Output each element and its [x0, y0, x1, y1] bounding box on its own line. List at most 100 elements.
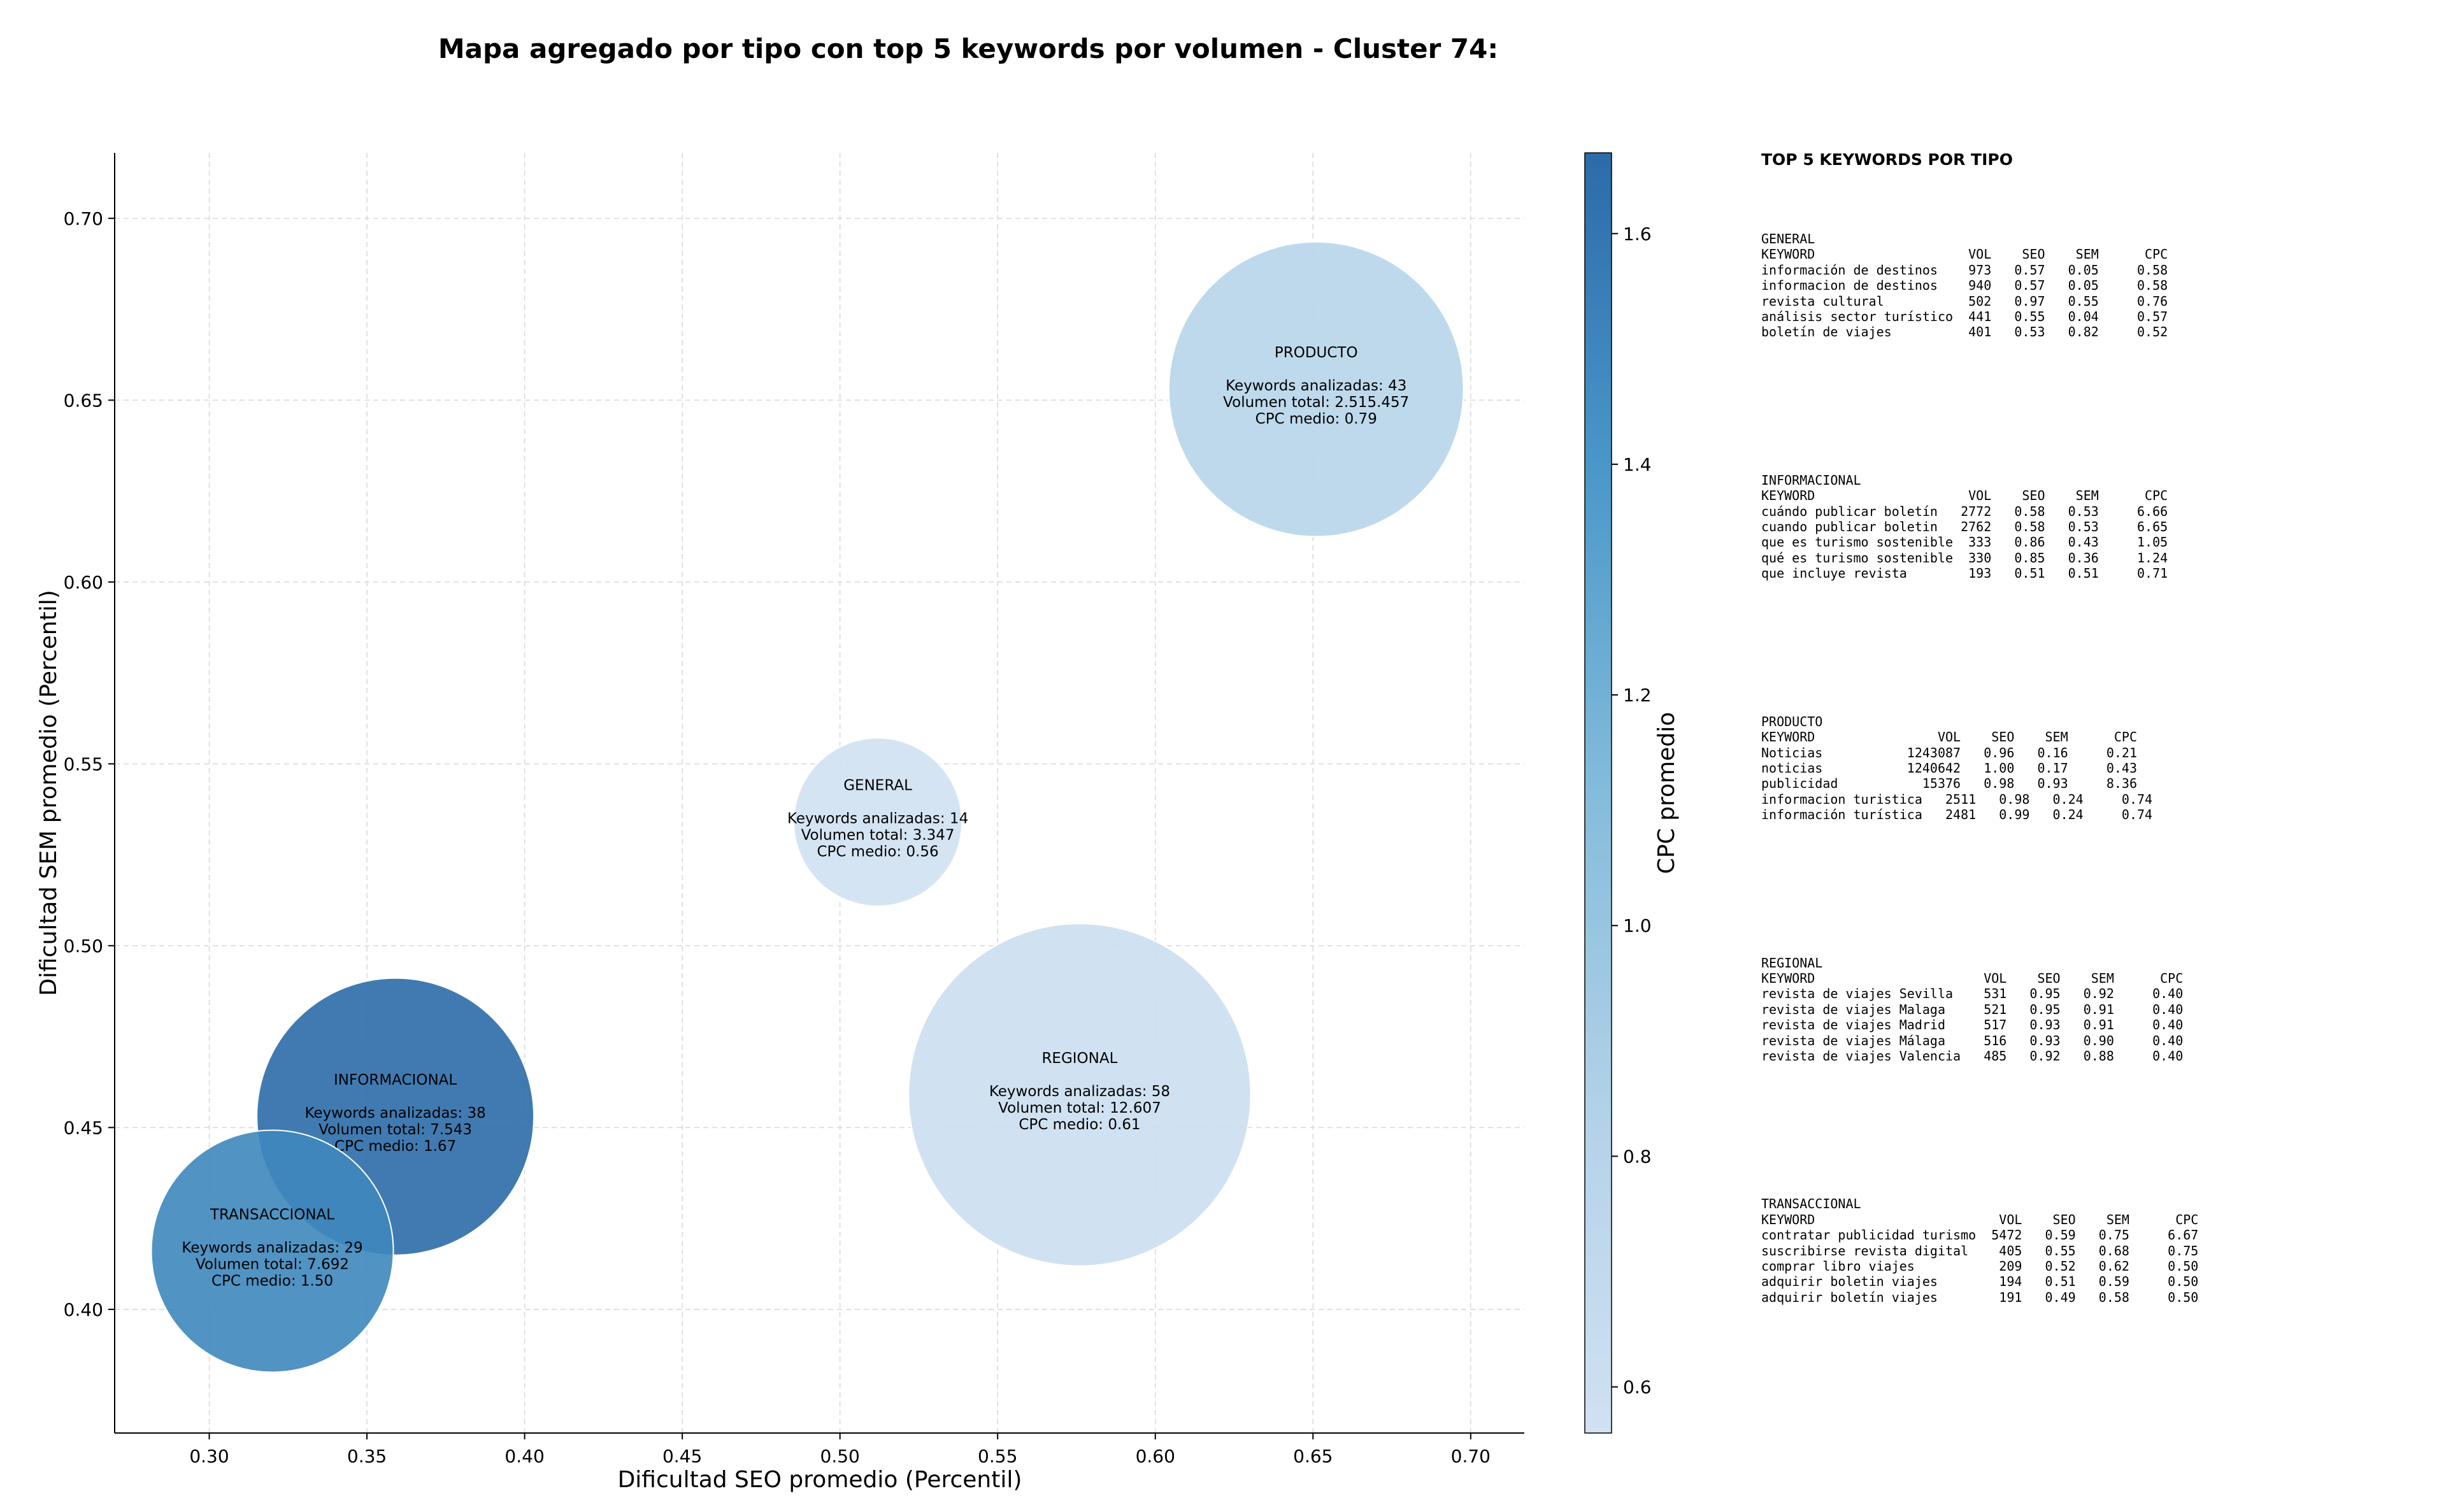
bubble-type-label: PRODUCTO — [1275, 345, 1358, 361]
y-tick-label: 0.60 — [64, 572, 103, 593]
keyword-block-type: GENERAL — [1761, 231, 1815, 246]
y-axis-label: Dificultad SEM promedio (Percentil) — [36, 590, 62, 996]
bubble-cpc-label: CPC medio: 1.67 — [334, 1138, 456, 1155]
keyword-table-row: revista de viajes Malaga 521 0.95 0.91 0… — [1761, 1001, 2184, 1017]
keyword-table-row: revista de viajes Sevilla 531 0.95 0.92 … — [1761, 986, 2184, 1002]
colorbar-tick-label: 0.8 — [1623, 1146, 1652, 1167]
keyword-blocks: GENERAL KEYWORD VOL SEO SEM CPC informació… — [1761, 231, 2436, 1305]
colorbar-label: CPC promedio — [1654, 712, 1680, 874]
bubble-cpc-label: CPC medio: 0.61 — [1019, 1116, 1140, 1133]
keyword-table-row: Noticias 1243087 0.96 0.16 0.21 — [1761, 745, 2138, 760]
keyword-table-header: KEYWORD VOL SEO SEM CPC — [1761, 729, 2138, 745]
keyword-table-row: análisis sector turístico 441 0.55 0.04 … — [1761, 309, 2168, 325]
chart-title: Mapa agregado por tipo con top 5 keyword… — [438, 33, 1499, 64]
x-tick-label: 0.65 — [1293, 1446, 1333, 1467]
bubble-transaccional: TRANSACCIONAL Keywords analizadas: 29Volu… — [150, 1129, 394, 1373]
colorbar: 0.6 0.8 1.0 1.2 1.4 1.6 CPC promedio — [1584, 152, 1680, 1434]
x-tick-label: 0.55 — [978, 1446, 1017, 1467]
y-tick-label: 0.45 — [64, 1117, 103, 1138]
bubble-keywords-label: Keywords analizadas: 14 — [787, 811, 968, 827]
x-tick-label: 0.40 — [504, 1446, 544, 1467]
y-tick-label: 0.70 — [64, 208, 103, 229]
x-tick-label: 0.50 — [820, 1446, 860, 1467]
x-tick-label: 0.30 — [189, 1446, 229, 1467]
keyword-table-header: KEYWORD VOL SEO SEM CPC — [1761, 488, 2168, 504]
keyword-block-transaccional: TRANSACCIONAL KEYWORD VOL SEO SEM CPC cont… — [1761, 1196, 2436, 1305]
y-tick-label: 0.50 — [64, 936, 103, 957]
keyword-table-row: que es turismo sostenible 333 0.86 0.43 … — [1761, 534, 2168, 550]
colorbar-tick-label: 1.0 — [1623, 915, 1652, 936]
bubble-circle — [908, 923, 1252, 1267]
bubble-volume-label: Volumen total: 2.515.457 — [1223, 394, 1409, 411]
keyword-table-row: adquirir boletín viajes 191 0.49 0.58 0.… — [1761, 1289, 2199, 1305]
top-keywords-panel: TOP 5 KEYWORDS POR TIPO GENERAL KEYWORD V… — [1761, 150, 2436, 1437]
keyword-table-row: cuando publicar boletin 2762 0.58 0.53 6… — [1761, 519, 2168, 535]
x-tick-label: 0.45 — [662, 1446, 702, 1467]
colorbar-tick-label: 0.6 — [1623, 1377, 1652, 1398]
keyword-table-row: revista de viajes Valencia 485 0.92 0.88… — [1761, 1048, 2184, 1064]
keyword-table-row: revista de viajes Málaga 516 0.93 0.90 0… — [1761, 1032, 2184, 1048]
keyword-block-type: REGIONAL — [1761, 955, 1823, 971]
keyword-block-general: GENERAL KEYWORD VOL SEO SEM CPC informació… — [1761, 231, 2436, 340]
bubble-keywords-label: Keywords analizadas: 43 — [1226, 378, 1406, 394]
x-tick-label: 0.70 — [1451, 1446, 1491, 1467]
y-tick-label: 0.65 — [64, 390, 103, 411]
bubble-circle — [1168, 241, 1464, 538]
x-axis-label: Dificultad SEO promedio (Percentil) — [618, 1467, 1022, 1493]
ticks: 0.30 0.35 0.40 0.45 0.50 0.55 0.60 0.65 0.70 0.40… — [64, 208, 1491, 1467]
keyword-table-header: KEYWORD VOL SEO SEM CPC — [1761, 970, 2184, 986]
y-tick-label: 0.55 — [64, 753, 103, 774]
bubble-keywords-label: Keywords analizadas: 38 — [304, 1105, 485, 1122]
keyword-table-row: informacion de destinos 940 0.57 0.05 0.… — [1761, 278, 2168, 294]
keyword-block-producto: PRODUCTO KEYWORD VOL SEO SEM CPC Noticias … — [1761, 714, 2436, 823]
keyword-block-regional: REGIONAL KEYWORD VOL SEO SEM CPC revista d… — [1761, 955, 2436, 1064]
keyword-table-header: KEYWORD VOL SEO SEM CPC — [1761, 1211, 2199, 1227]
keyword-table-row: cuándo publicar boletín 2772 0.58 0.53 6… — [1761, 503, 2168, 519]
bubble-keywords-label: Keywords analizadas: 29 — [182, 1239, 362, 1256]
keyword-table-row: información turística 2481 0.99 0.24 0.7… — [1761, 807, 2153, 823]
axes — [114, 153, 1524, 1434]
keyword-table-row: información de destinos 973 0.57 0.05 0.… — [1761, 262, 2168, 278]
bubble-circle — [150, 1129, 394, 1373]
bubble-type-label: GENERAL — [843, 778, 912, 794]
keyword-table-row: informacion turistica 2511 0.98 0.24 0.7… — [1761, 791, 2153, 807]
keyword-table-row: revista de viajes Madrid 517 0.93 0.91 0… — [1761, 1017, 2184, 1033]
colorbar-ticks: 0.6 0.8 1.0 1.2 1.4 1.6 — [1612, 224, 1652, 1398]
x-tick-label: 0.35 — [347, 1446, 387, 1467]
keyword-table-header: KEYWORD VOL SEO SEM CPC — [1761, 246, 2168, 262]
keyword-table-row: noticias 1240642 1.00 0.17 0.43 — [1761, 760, 2138, 776]
y-tick-label: 0.40 — [64, 1299, 103, 1320]
keyword-table-row: suscribirse revista digital 405 0.55 0.6… — [1761, 1243, 2199, 1259]
keyword-table-row: contratar publicidad turismo 5472 0.59 0… — [1761, 1227, 2199, 1243]
keyword-block-type: INFORMACIONAL — [1761, 472, 1861, 488]
keyword-block-type: TRANSACCIONAL — [1761, 1196, 1861, 1212]
keyword-table-row: qué es turismo sostenible 330 0.85 0.36 … — [1761, 550, 2168, 566]
colorbar-tick-label: 1.4 — [1623, 454, 1652, 475]
bubble-cpc-label: CPC medio: 0.79 — [1255, 411, 1377, 427]
colorbar-tick-label: 1.6 — [1623, 224, 1652, 245]
bubble-volume-label: Volumen total: 7.692 — [196, 1256, 349, 1273]
colorbar-tick-label: 1.2 — [1623, 685, 1652, 706]
keyword-block-type: PRODUCTO — [1761, 713, 1823, 729]
colorbar-gradient — [1584, 152, 1612, 1434]
bubble-volume-label: Volumen total: 12.607 — [998, 1100, 1161, 1116]
bubble-volume-label: Volumen total: 7.543 — [318, 1122, 472, 1138]
x-tick-label: 0.60 — [1136, 1446, 1175, 1467]
bubble-type-label: INFORMACIONAL — [334, 1072, 457, 1088]
bubble-keywords-label: Keywords analizadas: 58 — [989, 1083, 1170, 1100]
bubble-cpc-label: CPC medio: 1.50 — [211, 1273, 333, 1289]
keyword-table-row: comprar libro viajes 209 0.52 0.62 0.50 — [1761, 1259, 2199, 1274]
keyword-block-informacional: INFORMACIONAL KEYWORD VOL SEO SEM CPC cuán… — [1761, 473, 2436, 581]
keyword-table-row: boletín de viajes 401 0.53 0.82 0.52 — [1761, 324, 2168, 340]
bubble-volume-label: Volumen total: 3.347 — [801, 827, 955, 844]
bubble-cpc-label: CPC medio: 0.56 — [817, 844, 938, 860]
keyword-table-row: adquirir boletin viajes 194 0.51 0.59 0.… — [1761, 1274, 2199, 1290]
keyword-table-row: que incluye revista 193 0.51 0.51 0.71 — [1761, 566, 2168, 581]
bubble-circle — [793, 737, 963, 907]
top-keywords-title: TOP 5 KEYWORDS POR TIPO — [1761, 150, 2013, 169]
